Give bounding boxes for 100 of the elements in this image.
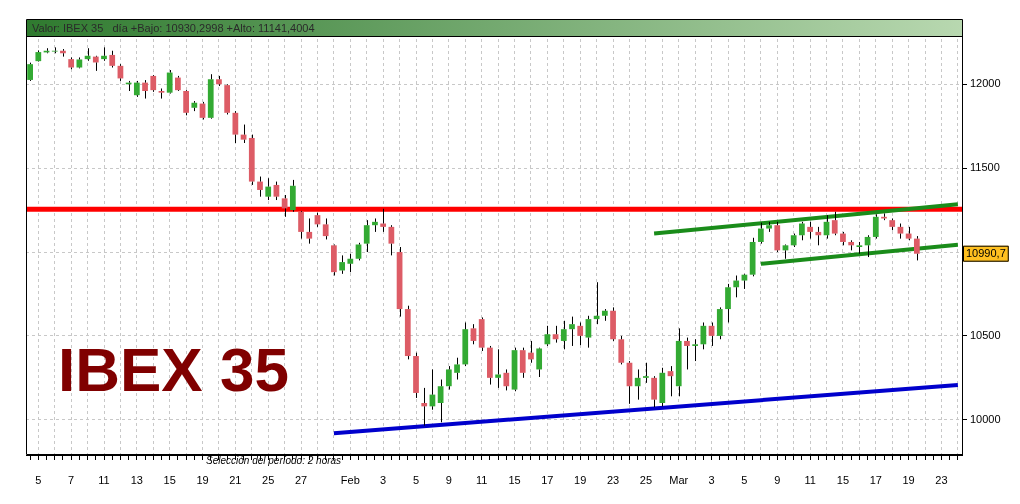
candlestick <box>528 340 534 364</box>
candlestick <box>347 253 354 273</box>
candlestick <box>848 239 855 251</box>
candlestick <box>634 368 641 401</box>
candlestick <box>725 283 731 323</box>
candlestick <box>569 316 575 347</box>
y-tick-label: 10000 <box>970 412 1001 425</box>
x-tick-label: 15 <box>163 473 176 486</box>
candlestick <box>51 46 58 54</box>
candlestick <box>560 320 567 350</box>
candlestick <box>265 177 272 201</box>
candlestick <box>232 110 239 144</box>
x-tick-label: 9 <box>445 473 452 486</box>
x-tick-label: 11 <box>475 473 488 486</box>
x-tick-label: 11 <box>98 473 110 486</box>
y-tick-label: 10500 <box>970 328 1001 341</box>
x-tick-label: 9 <box>774 473 781 486</box>
candlestick <box>659 367 666 407</box>
candlestick <box>298 211 304 240</box>
x-tick-label: 17 <box>541 473 554 486</box>
text: IBEX 35 <box>58 335 289 404</box>
candlestick <box>503 368 510 391</box>
candlestick <box>692 338 699 362</box>
candlestick <box>913 235 920 261</box>
candlestick <box>372 217 378 233</box>
candlestick <box>815 226 822 246</box>
candlestick <box>363 219 370 253</box>
candlestick <box>191 100 198 112</box>
x-tick-label: 21 <box>229 473 242 486</box>
candlestick <box>675 327 682 397</box>
candlestick <box>700 321 707 350</box>
candlestick <box>716 306 723 340</box>
candlestick <box>322 217 329 240</box>
x-tick-label: 17 <box>869 473 882 486</box>
candlestick <box>856 241 863 255</box>
candlestick <box>339 254 345 275</box>
x-tick-label: 25 <box>262 473 275 486</box>
candlestick <box>577 321 584 346</box>
candlestick <box>643 362 649 384</box>
candlestick <box>413 352 419 399</box>
candlestick <box>601 308 608 322</box>
candlestick <box>585 315 592 349</box>
candlestick <box>807 221 813 240</box>
candlestick <box>175 75 181 91</box>
candlestick <box>774 221 781 253</box>
x-tick-label: 23 <box>935 473 948 486</box>
candlestick <box>684 337 690 370</box>
x-tick-label: 15 <box>836 473 850 486</box>
x-tick-label: 27 <box>294 473 308 486</box>
y-tick-label: 12000 <box>970 77 1001 90</box>
candlestick <box>216 75 222 87</box>
x-tick-label: 19 <box>574 473 587 486</box>
candlestick <box>437 379 444 423</box>
candlestick <box>289 179 296 213</box>
candlestick <box>889 217 896 231</box>
candlestick <box>790 233 797 248</box>
candlestick <box>593 281 600 325</box>
candlestick <box>109 50 116 69</box>
x-tick-label: 23 <box>606 473 620 486</box>
candlestick <box>183 91 189 116</box>
x-tick-label: 3 <box>708 473 715 486</box>
candlestick <box>331 245 337 277</box>
x-tick-label: 19 <box>196 473 209 486</box>
candlestick <box>207 73 214 118</box>
text: 10990,7 <box>966 247 1006 260</box>
candlestick <box>651 375 657 408</box>
candlestick <box>462 321 469 367</box>
candlestick <box>380 208 387 233</box>
x-tick-label: 19 <box>902 473 915 486</box>
candlestick <box>610 306 616 342</box>
y-tick-label: 11500 <box>970 161 1000 174</box>
candlestick <box>872 213 879 240</box>
candlestick <box>421 387 428 427</box>
candlestick <box>101 46 107 62</box>
candlestick <box>35 49 42 62</box>
candlestick <box>478 316 485 352</box>
candlestick <box>306 217 313 245</box>
x-tick-label: 25 <box>639 473 653 486</box>
x-tick-label: 15 <box>508 473 521 486</box>
candlestick <box>281 194 288 218</box>
x-tick-label: Feb <box>340 473 360 486</box>
x-tick-label: 5 <box>741 473 748 486</box>
candlestick <box>487 345 493 386</box>
candlestick <box>388 224 395 256</box>
candlestick <box>158 87 165 100</box>
candlestick <box>757 222 764 245</box>
x-tick-label: 3 <box>380 473 387 486</box>
candlestick <box>133 80 140 98</box>
candlestick <box>445 365 452 391</box>
candlestick <box>733 275 740 298</box>
candlestick <box>544 325 551 347</box>
candlestick <box>799 221 805 241</box>
candlestick <box>257 176 263 198</box>
candlestick <box>897 223 904 240</box>
chart-subtitle: Valor: IBEX 35 día +Bajo: 10930,2998 +Alto: 11141,4004 <box>32 21 315 34</box>
x-tick-label: Mar <box>669 473 689 486</box>
candlestick <box>495 348 501 389</box>
candlestick <box>166 69 173 93</box>
candlestick <box>905 226 912 241</box>
candlestick <box>150 75 157 93</box>
